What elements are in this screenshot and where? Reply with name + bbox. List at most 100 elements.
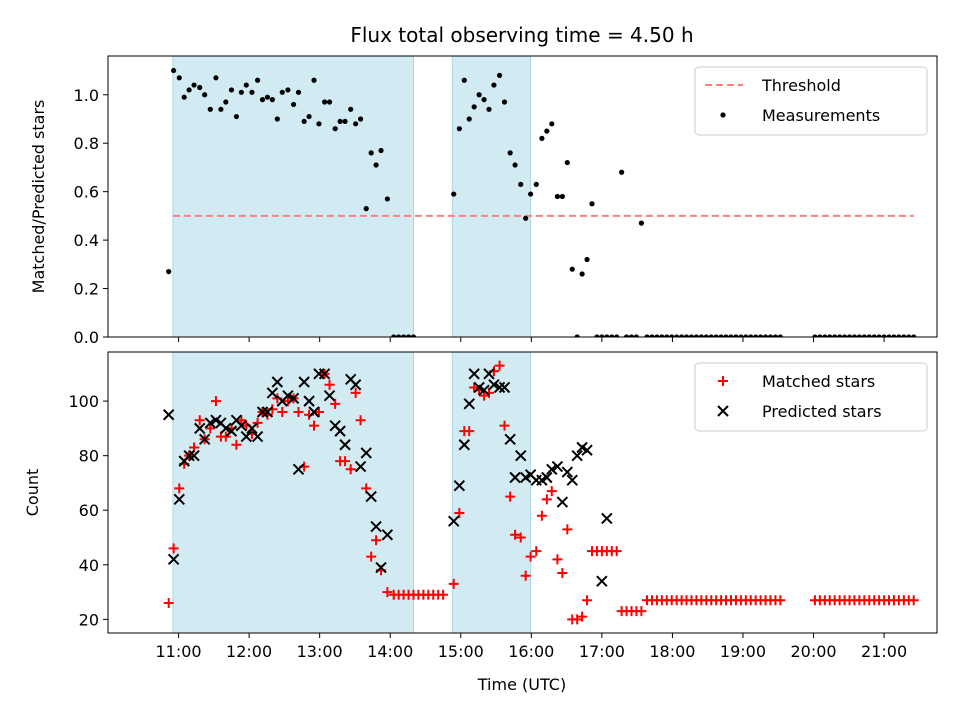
- predicted-point: [194, 422, 206, 435]
- predicted-point: [303, 395, 315, 407]
- measurement-point: [466, 116, 472, 122]
- measurement-point: [171, 67, 177, 74]
- matched-point: [168, 543, 179, 554]
- measurement-point: [753, 334, 759, 337]
- predicted-point: [334, 425, 346, 437]
- measurement-point: [638, 220, 644, 226]
- predicted-point: [551, 460, 564, 473]
- y-tick-label: 0.8: [74, 134, 99, 153]
- predicted-point: [365, 490, 377, 503]
- measurement-point: [698, 334, 704, 337]
- matched-point: [382, 587, 393, 598]
- predicted-point: [448, 515, 460, 527]
- measurement-point: [896, 334, 902, 337]
- matched-point: [611, 546, 622, 557]
- matched-point: [205, 423, 216, 434]
- measurement-point: [337, 118, 343, 125]
- y-tick-label: 0.4: [74, 231, 99, 250]
- measurement-point: [861, 334, 867, 337]
- predicted-point: [515, 449, 527, 462]
- measurement-point: [708, 334, 714, 337]
- predicted-point: [225, 425, 238, 437]
- measurement-point: [589, 201, 595, 207]
- predicted-point: [463, 398, 475, 410]
- predicted-point: [381, 529, 394, 541]
- measurement-point: [654, 334, 660, 337]
- measurement-point: [285, 87, 291, 93]
- predicted-point: [360, 447, 372, 459]
- predicted-point: [266, 387, 279, 399]
- predicted-point: [235, 419, 248, 432]
- x-tick-label: 11:00: [155, 642, 201, 661]
- measurement-point: [368, 150, 374, 156]
- predicted-point: [173, 493, 185, 506]
- predicted-point: [251, 430, 264, 443]
- predicted-point: [271, 376, 284, 388]
- matched-point: [366, 551, 377, 562]
- predicted-point: [546, 463, 558, 476]
- measurement-point: [633, 334, 640, 337]
- legend-plus-swatch: [718, 376, 728, 386]
- x-axis-label: Time (UTC): [477, 675, 566, 694]
- matched-point: [536, 510, 547, 521]
- measurement-point: [822, 334, 828, 337]
- y-tick-label: 0.6: [74, 183, 99, 202]
- measurement-point: [501, 99, 508, 105]
- predicted-point: [370, 520, 382, 533]
- measurement-point: [574, 334, 580, 337]
- measurement-point: [528, 191, 534, 197]
- matched-point: [355, 415, 366, 426]
- predicted-point: [188, 449, 200, 462]
- predicted-point: [498, 381, 511, 394]
- measurement-point: [738, 334, 744, 337]
- matched-point: [371, 535, 382, 546]
- measurement-point: [579, 271, 585, 277]
- measurement-point: [733, 334, 739, 337]
- measurement-point: [564, 159, 570, 166]
- x-tick-label: 20:00: [790, 642, 836, 661]
- y-tick-label: 40: [79, 556, 99, 575]
- predicted-point: [478, 384, 490, 396]
- measurement-point: [348, 106, 354, 112]
- measurement-point: [332, 126, 338, 132]
- matched-point: [505, 491, 516, 502]
- measurement-point: [559, 193, 565, 200]
- predicted-point: [246, 422, 258, 435]
- measurement-point: [264, 94, 271, 100]
- measurement-point: [886, 334, 892, 337]
- matched-point: [552, 554, 563, 565]
- x-tick-label: 17:00: [579, 642, 625, 661]
- predicted-point: [282, 389, 294, 402]
- measurement-point: [674, 334, 680, 337]
- measurement-point: [664, 334, 670, 337]
- measurement-point: [569, 266, 575, 272]
- predicted-point: [198, 433, 211, 446]
- measurement-point: [269, 97, 275, 103]
- matched-point: [252, 417, 263, 428]
- predicted-point: [318, 368, 331, 380]
- predicted-point: [204, 417, 217, 429]
- y-axis-label: Count: [23, 469, 42, 517]
- matched-point: [438, 589, 449, 600]
- measurement-point: [311, 77, 317, 83]
- matched-point: [330, 398, 341, 409]
- matched-point: [908, 595, 919, 606]
- measurement-point: [758, 334, 764, 337]
- predicted-point: [220, 422, 232, 435]
- measurement-point: [841, 334, 848, 337]
- matched-point: [546, 486, 557, 497]
- measurement-point: [688, 334, 695, 337]
- matched-point: [541, 494, 552, 505]
- measurement-point: [176, 75, 182, 81]
- measurement-point: [832, 334, 838, 337]
- matched-point: [636, 606, 647, 617]
- measurement-point: [659, 334, 665, 337]
- measurement-point: [373, 162, 379, 168]
- measurement-point: [856, 334, 862, 337]
- measurement-point: [357, 116, 364, 122]
- y-tick-label: 0.2: [74, 280, 99, 299]
- measurement-point: [644, 334, 650, 337]
- plot-area: [166, 67, 917, 337]
- predicted-point: [308, 406, 320, 418]
- measurement-point: [218, 106, 224, 112]
